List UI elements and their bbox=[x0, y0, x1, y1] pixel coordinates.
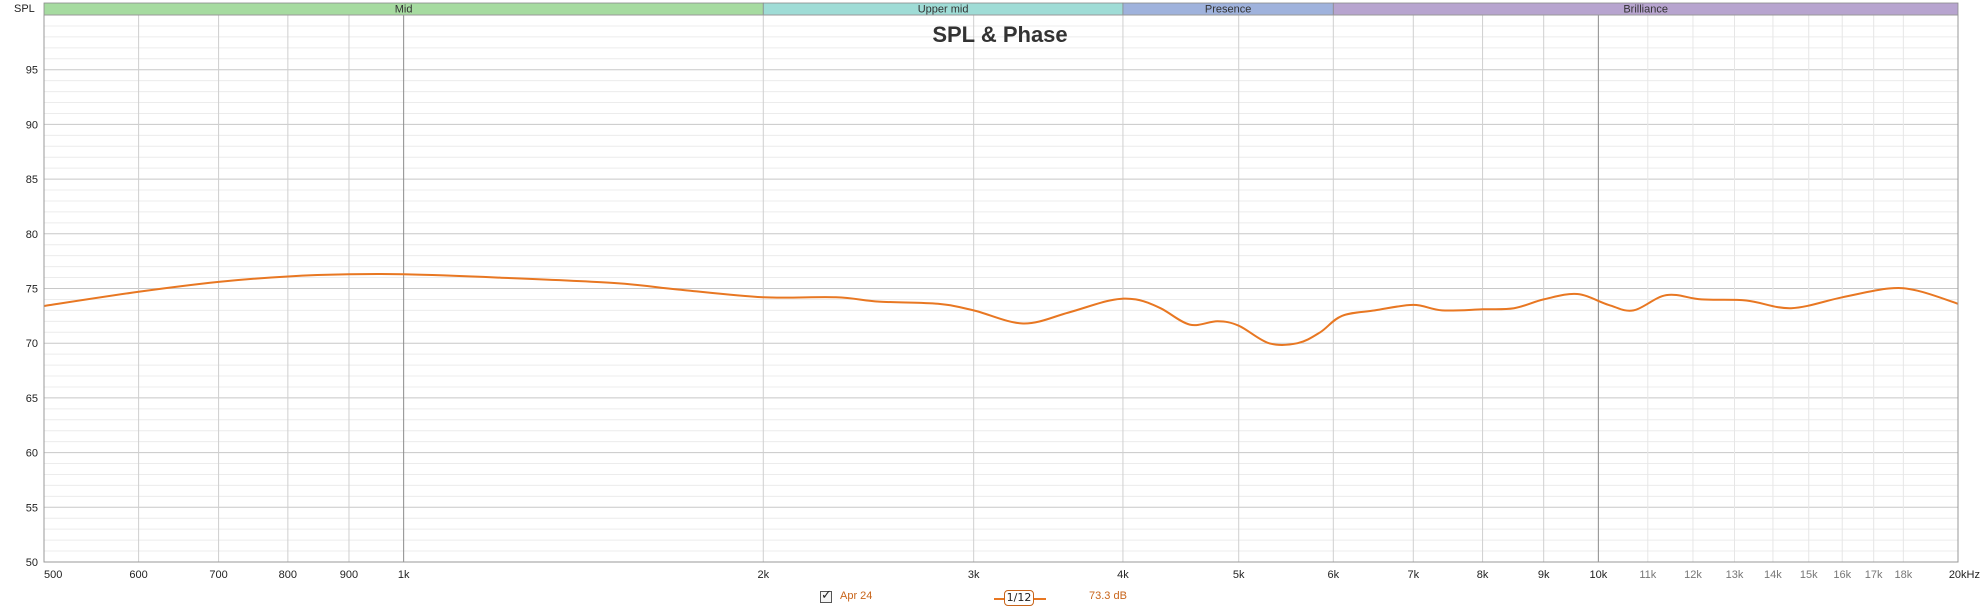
x-tick-label: 17k bbox=[1865, 569, 1883, 581]
x-tick-label: 20kHz bbox=[1949, 569, 1980, 581]
x-tick-label: 6k bbox=[1327, 569, 1339, 581]
spl-data-point bbox=[762, 296, 764, 298]
smoothing-line-left bbox=[994, 598, 1004, 600]
spl-data-point bbox=[1543, 298, 1545, 300]
spl-data-point bbox=[1745, 300, 1747, 302]
legend-series-label: Apr 24 bbox=[840, 590, 873, 602]
y-tick-label: 90 bbox=[26, 119, 38, 131]
grid-lines bbox=[43, 14, 1959, 563]
x-tick-label: 13k bbox=[1726, 569, 1744, 581]
x-tick-label: 1k bbox=[398, 569, 410, 581]
y-tick-label: 80 bbox=[26, 229, 38, 241]
band-label: Upper mid bbox=[918, 4, 969, 16]
spl-data-point bbox=[287, 275, 289, 277]
spl-data-point bbox=[1790, 307, 1792, 309]
spl-data-point bbox=[1189, 324, 1191, 326]
spl-data-point bbox=[1632, 309, 1634, 311]
spl-data-point bbox=[1341, 315, 1343, 317]
x-tick-label: 800 bbox=[279, 569, 297, 581]
x-tick-label: 500 bbox=[44, 569, 62, 581]
x-tick-label: 11k bbox=[1639, 569, 1656, 581]
spl-data-point bbox=[1513, 307, 1515, 309]
smoothing-line-right bbox=[1034, 598, 1046, 600]
x-tick-label: 3k bbox=[968, 569, 980, 581]
x-tick-label: 12k bbox=[1684, 569, 1702, 581]
spl-data-point bbox=[1841, 296, 1843, 298]
spl-data-point bbox=[1888, 288, 1890, 290]
spl-data-point bbox=[1022, 323, 1024, 325]
spl-data-point bbox=[937, 303, 939, 305]
x-tick-label: 7k bbox=[1407, 569, 1419, 581]
spl-data-point bbox=[348, 273, 350, 275]
spl-data-point bbox=[1701, 298, 1703, 300]
y-tick-label: 50 bbox=[26, 557, 38, 569]
spl-data-point bbox=[613, 282, 615, 284]
spl-data-point bbox=[678, 289, 680, 291]
y-axis-ticks: 50 55 60 65 70 75 80 85 90 95 bbox=[26, 65, 38, 569]
band-label: Presence bbox=[1205, 4, 1251, 16]
x-axis-ticks: 500 600 700 800 900 1k 2k 3k 4k 5k 6k 7k 8k 9k 10k 11k 1… bbox=[44, 569, 1980, 581]
x-tick-label: 5k bbox=[1233, 569, 1245, 581]
spl-curve-apr-24 bbox=[43, 272, 1959, 346]
spl-data-point bbox=[1374, 309, 1376, 311]
x-tick-label: 8k bbox=[1477, 569, 1489, 581]
spl-data-point bbox=[1297, 342, 1299, 344]
spl-data-point bbox=[1441, 309, 1443, 311]
spl-data-point bbox=[878, 301, 880, 303]
chart-title: SPL & Phase bbox=[932, 22, 1067, 47]
x-tick-label: 2k bbox=[757, 569, 769, 581]
spl-data-point bbox=[1665, 294, 1667, 296]
legend-level-readout: 73.3 dB bbox=[1089, 590, 1127, 602]
spl-data-point bbox=[1482, 308, 1484, 310]
plot-frame bbox=[43, 14, 1959, 563]
frequency-band-bar: Mid Upper mid Presence Brilliance bbox=[43, 2, 1959, 16]
spl-data-point bbox=[1159, 307, 1161, 309]
y-tick-label: 95 bbox=[26, 65, 38, 77]
y-tick-label: 55 bbox=[26, 502, 38, 514]
x-tick-label: 900 bbox=[340, 569, 358, 581]
y-tick-label: 85 bbox=[26, 174, 38, 186]
y-tick-label: 60 bbox=[26, 448, 38, 460]
x-tick-label: 15k bbox=[1800, 569, 1818, 581]
spl-data-point bbox=[1576, 293, 1578, 295]
spl-data-point bbox=[1319, 331, 1321, 333]
x-tick-label: 600 bbox=[129, 569, 147, 581]
spl-data-point bbox=[1957, 303, 1959, 305]
spl-data-point bbox=[835, 296, 837, 298]
x-tick-label: 9k bbox=[1538, 569, 1550, 581]
spl-data-point bbox=[1412, 304, 1414, 306]
x-tick-label: 14k bbox=[1764, 569, 1782, 581]
spl-data-point bbox=[1217, 320, 1219, 322]
smoothing-selector[interactable]: 1/12 bbox=[1004, 590, 1034, 606]
x-tick-label: 4k bbox=[1117, 569, 1129, 581]
spl-data-point bbox=[1608, 304, 1610, 306]
band-label: Mid bbox=[395, 4, 413, 16]
band-label: Brilliance bbox=[1623, 4, 1668, 16]
x-tick-label: 10k bbox=[1589, 569, 1607, 581]
x-tick-label: 16k bbox=[1833, 569, 1851, 581]
spl-data-point bbox=[1109, 300, 1111, 302]
spl-data-point bbox=[497, 277, 499, 279]
spl-data-point bbox=[973, 309, 975, 311]
spl-data-point bbox=[1135, 298, 1137, 300]
spl-data-point bbox=[43, 305, 45, 307]
y-tick-label: 75 bbox=[26, 284, 38, 296]
x-tick-label: 18k bbox=[1894, 569, 1912, 581]
spl-data-point bbox=[138, 291, 140, 293]
x-tick-label: 700 bbox=[209, 569, 227, 581]
spl-data-point bbox=[1067, 312, 1069, 314]
spl-data-point bbox=[1268, 342, 1270, 344]
y-tick-label: 70 bbox=[26, 338, 38, 350]
spl-data-point bbox=[403, 273, 405, 275]
spl-data-point bbox=[1238, 325, 1240, 327]
legend-checkbox[interactable] bbox=[820, 588, 832, 603]
y-tick-label: 65 bbox=[26, 393, 38, 405]
spl-data-point bbox=[218, 281, 220, 283]
spl-data-point bbox=[1917, 290, 1919, 292]
y-axis-label: SPL bbox=[14, 3, 35, 15]
